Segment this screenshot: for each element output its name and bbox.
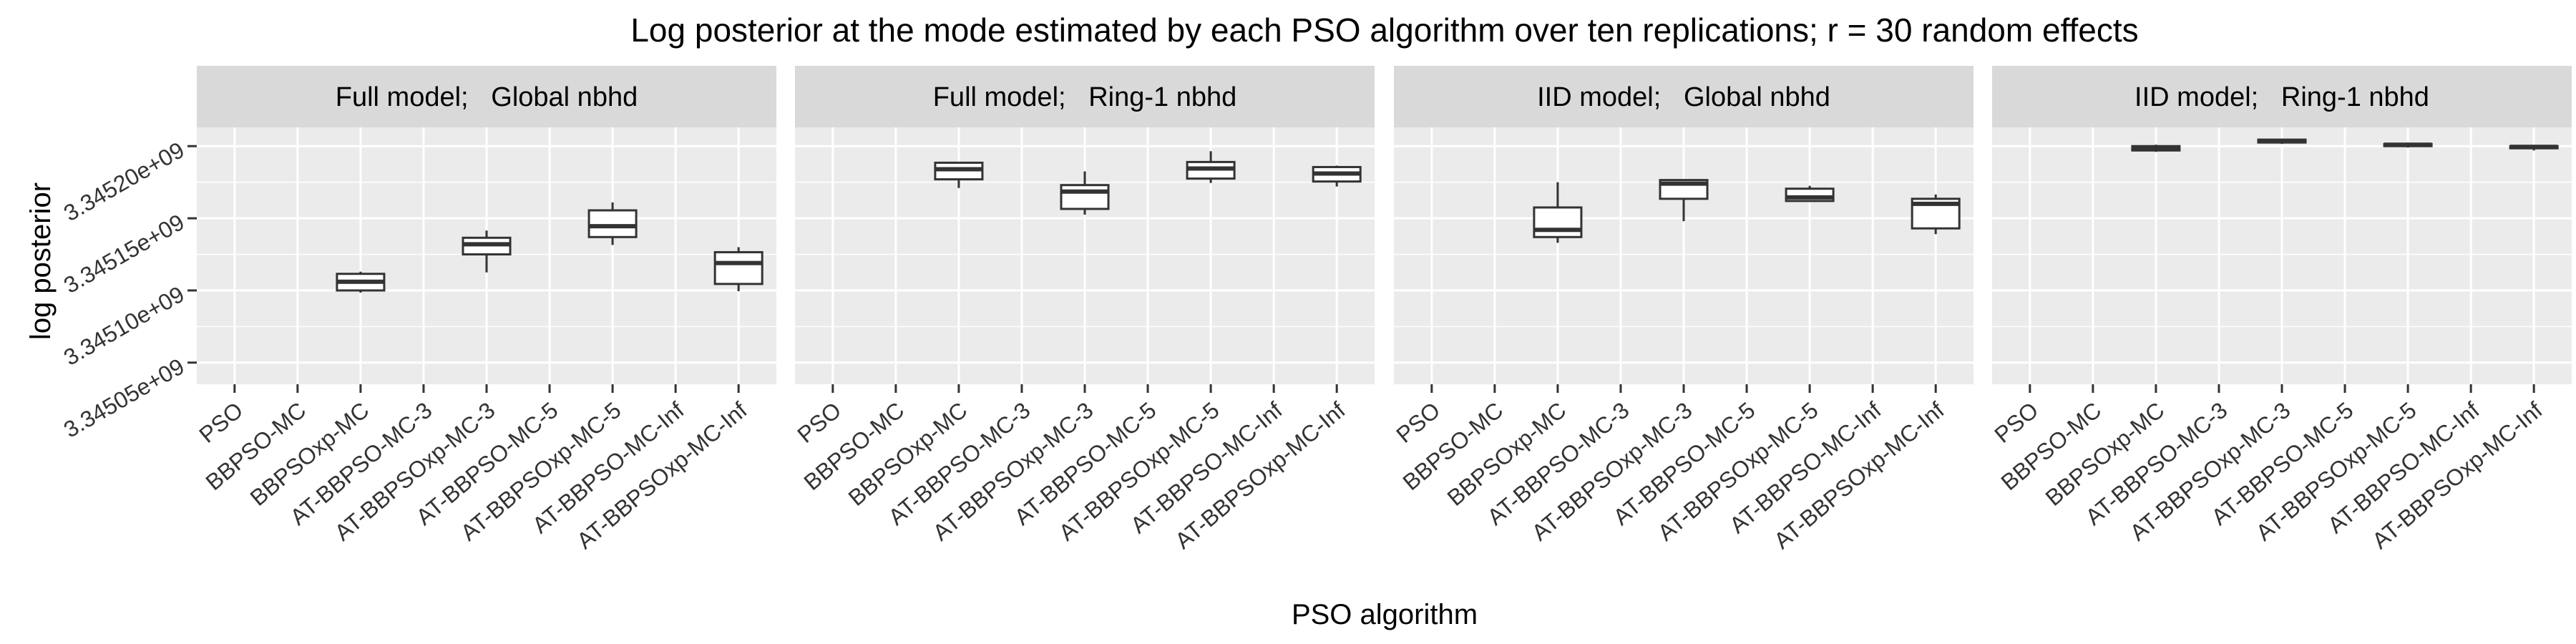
facet-panels: Full model; Global nbhdPSOBBPSO-MCBBPSOx… <box>194 66 2572 554</box>
boxplot-box <box>1533 182 1583 243</box>
boxplot-box <box>934 161 984 188</box>
boxplot-box <box>2509 145 2559 151</box>
boxplot-box <box>462 230 512 273</box>
iqr-box <box>1533 206 1583 238</box>
x-tick-label: PSO <box>1989 397 2043 448</box>
x-tick-label: PSO <box>792 397 846 448</box>
facet-strip <box>197 66 776 127</box>
boxplot-box <box>2383 142 2433 148</box>
boxplot-box <box>1911 194 1961 235</box>
facet-panel: Full model; Global nbhdPSOBBPSO-MCBBPSOx… <box>194 66 776 554</box>
chart-title: Log posterior at the mode estimated by e… <box>630 11 2138 49</box>
facet-strip <box>1992 66 2572 127</box>
x-axis-label: PSO algorithm <box>1292 599 1478 630</box>
boxplot-box <box>1659 179 1709 222</box>
boxplot-box <box>1186 151 1236 183</box>
facet-panel: Full model; Ring-1 nbhdPSOBBPSO-MCBBPSOx… <box>792 66 1375 554</box>
facet-strip <box>1394 66 1974 127</box>
boxplot-box <box>1785 185 1835 203</box>
boxplot-box <box>336 271 386 293</box>
y-axis-ticks: 3.34505e+093.34510e+093.34515e+093.34520… <box>59 137 197 443</box>
iqr-box <box>713 250 763 286</box>
boxplot-box <box>2257 138 2307 145</box>
boxplot-box <box>587 202 638 245</box>
facet-strip-label: Full model; Ring-1 nbhd <box>933 82 1237 112</box>
x-tick-label: PSO <box>1391 397 1445 448</box>
facet-strip-label: IID model; Global nbhd <box>1537 82 1830 112</box>
facet-panel: IID model; Global nbhdPSOBBPSO-MCBBPSOxp… <box>1391 66 1974 554</box>
boxplot-box <box>713 247 763 291</box>
x-tick-label: PSO <box>194 397 248 448</box>
iqr-box <box>587 209 638 238</box>
boxplot-box <box>1060 171 1110 215</box>
facet-strip-label: Full model; Global nbhd <box>336 82 638 112</box>
facet-strip <box>795 66 1375 127</box>
iqr-box <box>1060 184 1110 210</box>
y-axis-label: log posterior <box>25 182 57 340</box>
boxplot-box <box>2131 145 2181 152</box>
facet-panel: IID model; Ring-1 nbhdPSOBBPSO-MCBBPSOxp… <box>1989 66 2572 554</box>
facet-strip-label: IID model; Ring-1 nbhd <box>2135 82 2429 112</box>
boxplot-box <box>1312 165 1362 187</box>
